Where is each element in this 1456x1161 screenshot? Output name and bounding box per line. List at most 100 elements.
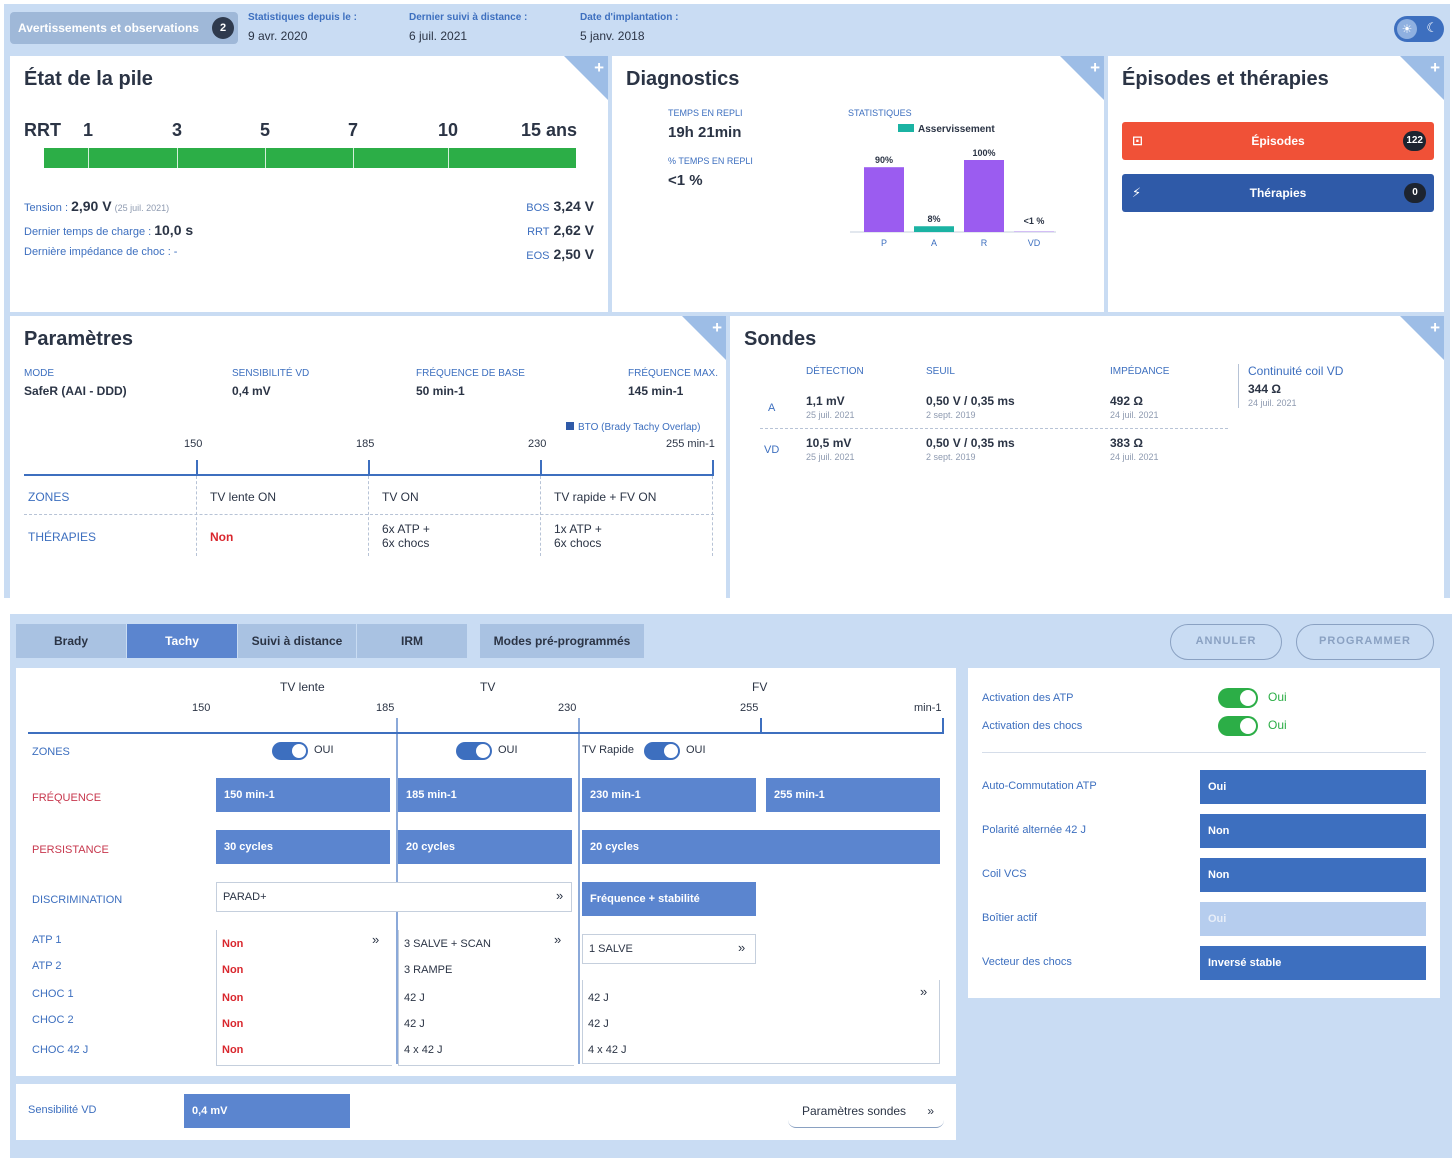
sensitivity-value: 0,4 mV [232,384,271,398]
bto-legend: BTO (Brady Tachy Overlap) [566,422,700,433]
pacing-stats-chart: Asservissement 90% P 8% A 100% R <1 % VD [850,124,1056,248]
battery-bar-divider [88,148,89,168]
scale-tick: 255 [740,702,759,714]
active-can-label: Boîtier actif [982,912,1038,924]
zone-divider [196,476,197,556]
chevron-right-icon[interactable]: » [920,984,928,999]
freq-field[interactable]: 185 min-1 [398,778,572,812]
auto-commutation-field[interactable]: Oui [1200,770,1426,804]
chevron-right-icon[interactable]: » [372,932,380,947]
zone3-shock2: 42 J [588,1018,609,1030]
plus-icon: + [1430,318,1440,337]
zone1-therapy-box[interactable] [216,930,392,1066]
persistence-field[interactable]: 30 cycles [216,830,390,864]
parameters-title: Paramètres [24,328,133,350]
monitor-icon: ⊡ [1132,133,1143,148]
sensitivity-label: Sensibilité VD [28,1104,97,1116]
rrt-line: RRT 2,62 V [527,222,594,238]
freq-field[interactable]: 255 min-1 [766,778,940,812]
zone-cell: TV lente ON [210,490,277,504]
coil-vcs-field[interactable]: Non [1200,858,1426,892]
charge-time-line: Dernier temps de charge : 10,0 s [24,222,193,238]
parameters-expand-corner[interactable] [682,316,726,360]
coil-value: 344 Ω [1248,382,1281,396]
shock-impedance-line: Dernière impédance de choc : - [24,246,178,258]
eos-label: EOS [526,250,550,262]
zones-card: TV lente TV FV 150 185 230 255 min-1 ZON… [16,668,956,1076]
fallback-time-value: 19h 21min [668,124,742,141]
theme-toggle[interactable]: ☀ ☾ [1394,16,1444,42]
persistence-field[interactable]: 20 cycles [398,830,572,864]
axis-tick [540,460,542,476]
threshold-date: 2 sept. 2019 [926,452,976,462]
leads-expand-corner[interactable] [1400,316,1444,360]
bos-value: 3,24 V [553,198,594,214]
chamber-label: A [768,402,776,414]
zone2-toggle-label: OUI [498,744,518,756]
zone1-atp2: Non [222,964,244,976]
implant-date: Date d'implantation : 5 janv. 2018 [580,12,679,43]
data-label: 8% [927,214,940,224]
program-button[interactable]: PROGRAMMER [1296,624,1434,660]
probe-params-button[interactable]: Paramètres sondes » [788,1094,944,1128]
tab-brady[interactable]: Brady [16,624,126,658]
fallback-pct-value: <1 % [668,172,703,189]
battery-rrt-label: RRT [24,120,61,140]
alternating-polarity-field[interactable]: Non [1200,814,1426,848]
zone2-therapy-box[interactable] [398,930,574,1066]
freq-field[interactable]: 230 min-1 [582,778,756,812]
battery-tick: 5 [259,120,271,140]
discrimination-select[interactable]: PARAD+ [216,882,572,912]
diagnostics-title: Diagnostics [626,68,740,90]
discrimination-right-field[interactable]: Fréquence + stabilité [582,882,756,916]
axis-tick [942,718,944,732]
tab-tachy[interactable]: Tachy [127,624,237,658]
sensitivity-card: Sensibilité VD 0,4 mV Paramètres sondes … [16,1084,956,1140]
chevron-right-icon[interactable]: » [554,932,562,947]
shock-activation-toggle[interactable] [1218,716,1258,736]
tab-preset-modes[interactable]: Modes pré-programmés [480,624,644,658]
therapies-row-label: THÉRAPIES [28,530,97,544]
warnings-button[interactable]: Avertissements et observations 2 [10,12,238,44]
stats-label: STATISTIQUES [848,108,912,118]
atp-activation-toggle[interactable] [1218,688,1258,708]
zone3-shock-box[interactable] [582,980,940,1064]
freq-field[interactable]: 150 min-1 [216,778,390,812]
zone1-shock3: Non [222,1044,244,1056]
row-label-atp2: ATP 2 [32,960,62,972]
therapies-button[interactable]: ⚡ Thérapies 0 [1122,174,1434,212]
leads-title: Sondes [744,328,817,350]
tab-mri[interactable]: IRM [357,624,467,658]
plus-icon: + [1430,58,1440,77]
chevron-right-icon[interactable]: » [556,888,564,903]
row-label-discrimination: DISCRIMINATION [32,894,123,906]
zone3-atp-select[interactable]: 1 SALVE [582,934,756,964]
persistence-field[interactable]: 20 cycles [582,830,940,864]
zone1-atp1: Non [222,938,244,950]
episodes-expand-corner[interactable] [1400,56,1444,100]
shock-vector-field[interactable]: Inversé stable [1200,946,1426,980]
sensitivity-field[interactable]: 0,4 mV [184,1094,350,1128]
shock-activation-label: Activation des chocs [982,720,1083,732]
warnings-label: Avertissements et observations [18,21,199,35]
scale-tick: 150 [192,702,211,714]
chevron-right-icon[interactable]: » [738,940,746,955]
fallback-pct-label: % TEMPS EN REPLI [668,156,753,166]
episodes-panel: + Épisodes et thérapies ⊡ Épisodes 122 ⚡… [1108,56,1444,312]
impedance-date: 24 juil. 2021 [1110,410,1159,420]
episodes-count: 122 [1403,131,1426,151]
zone2-shock2: 42 J [404,1018,425,1030]
zone3-toggle[interactable] [644,742,680,760]
zone2-toggle[interactable] [456,742,492,760]
episodes-button[interactable]: ⊡ Épisodes 122 [1122,122,1434,160]
battery-tick: 1 [82,120,94,140]
scale-tick: 255 min-1 [666,438,715,450]
max-rate-label: FRÉQUENCE MAX. [628,368,719,379]
zone1-toggle[interactable] [272,742,308,760]
detection-date: 25 juil. 2021 [806,452,855,462]
battery-expand-corner[interactable] [564,56,608,100]
zone1-toggle-label: OUI [314,744,334,756]
tab-remote[interactable]: Suivi à distance [238,624,356,658]
diagnostics-expand-corner[interactable] [1060,56,1104,100]
cancel-button[interactable]: ANNULER [1170,624,1282,660]
